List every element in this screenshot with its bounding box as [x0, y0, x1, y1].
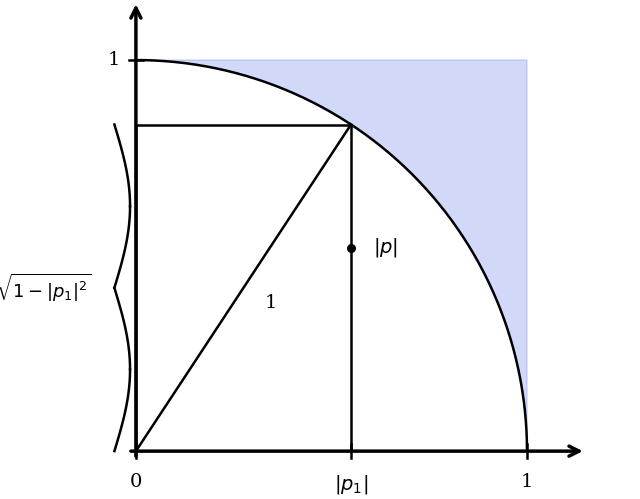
Text: 1: 1: [108, 51, 120, 69]
Text: 0: 0: [130, 473, 142, 491]
Text: 1: 1: [265, 294, 277, 312]
Text: $\sqrt{1-|p_1|^2}$: $\sqrt{1-|p_1|^2}$: [0, 271, 91, 304]
Text: $|p|$: $|p|$: [372, 236, 397, 259]
Text: 1: 1: [521, 473, 533, 491]
Text: $|p_1|$: $|p_1|$: [334, 473, 368, 496]
Polygon shape: [136, 60, 527, 451]
